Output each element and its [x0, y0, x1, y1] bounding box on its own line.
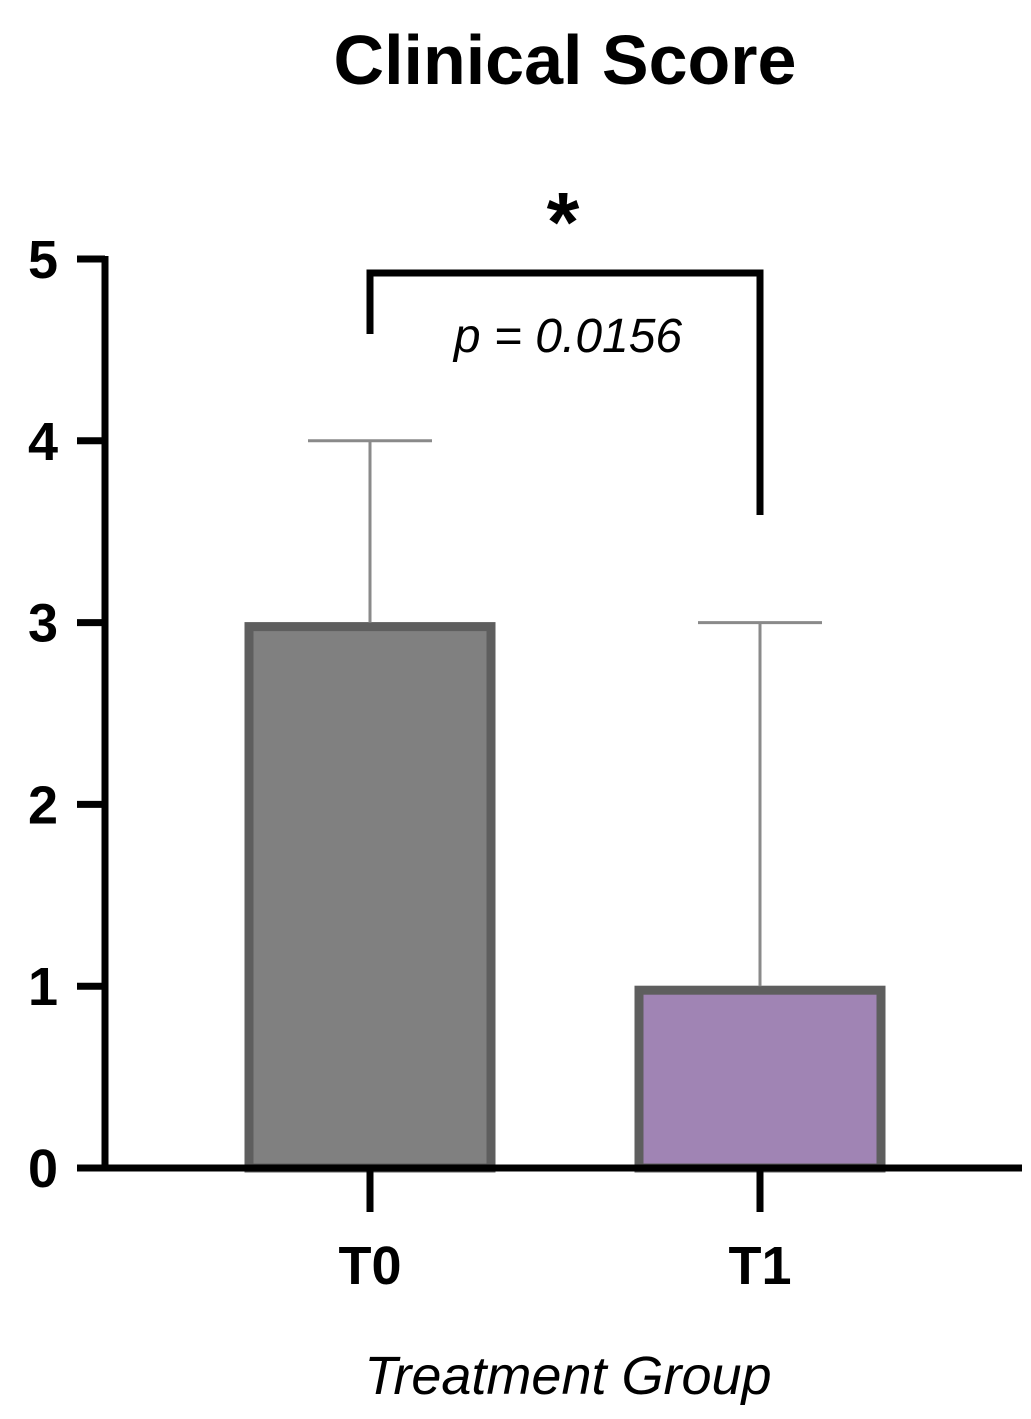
y-tick-label: 4	[28, 412, 58, 472]
x-tick-label-t1: T1	[728, 1236, 791, 1296]
x-ticks-group: T0 T1	[338, 1168, 792, 1296]
y-tick-label: 5	[28, 230, 58, 290]
significance-bracket	[366, 269, 764, 515]
chart-title: Clinical Score	[334, 21, 797, 99]
x-axis-title: Treatment Group	[364, 1346, 771, 1406]
y-ticks-group: 0 1 2 3 4 5	[28, 230, 105, 1199]
bars-group	[244, 622, 886, 1173]
significance-star: *	[547, 175, 580, 269]
p-value-label: p = 0.0156	[452, 310, 683, 363]
y-tick-label: 0	[28, 1139, 58, 1199]
y-tick-label: 1	[28, 957, 58, 1017]
x-tick-label-t0: T0	[338, 1236, 401, 1296]
y-tick-label: 3	[28, 594, 58, 654]
bar-t0	[244, 622, 496, 1173]
bar-t1	[634, 985, 886, 1173]
error-bars-group	[308, 439, 822, 987]
y-tick-label: 2	[28, 775, 58, 835]
